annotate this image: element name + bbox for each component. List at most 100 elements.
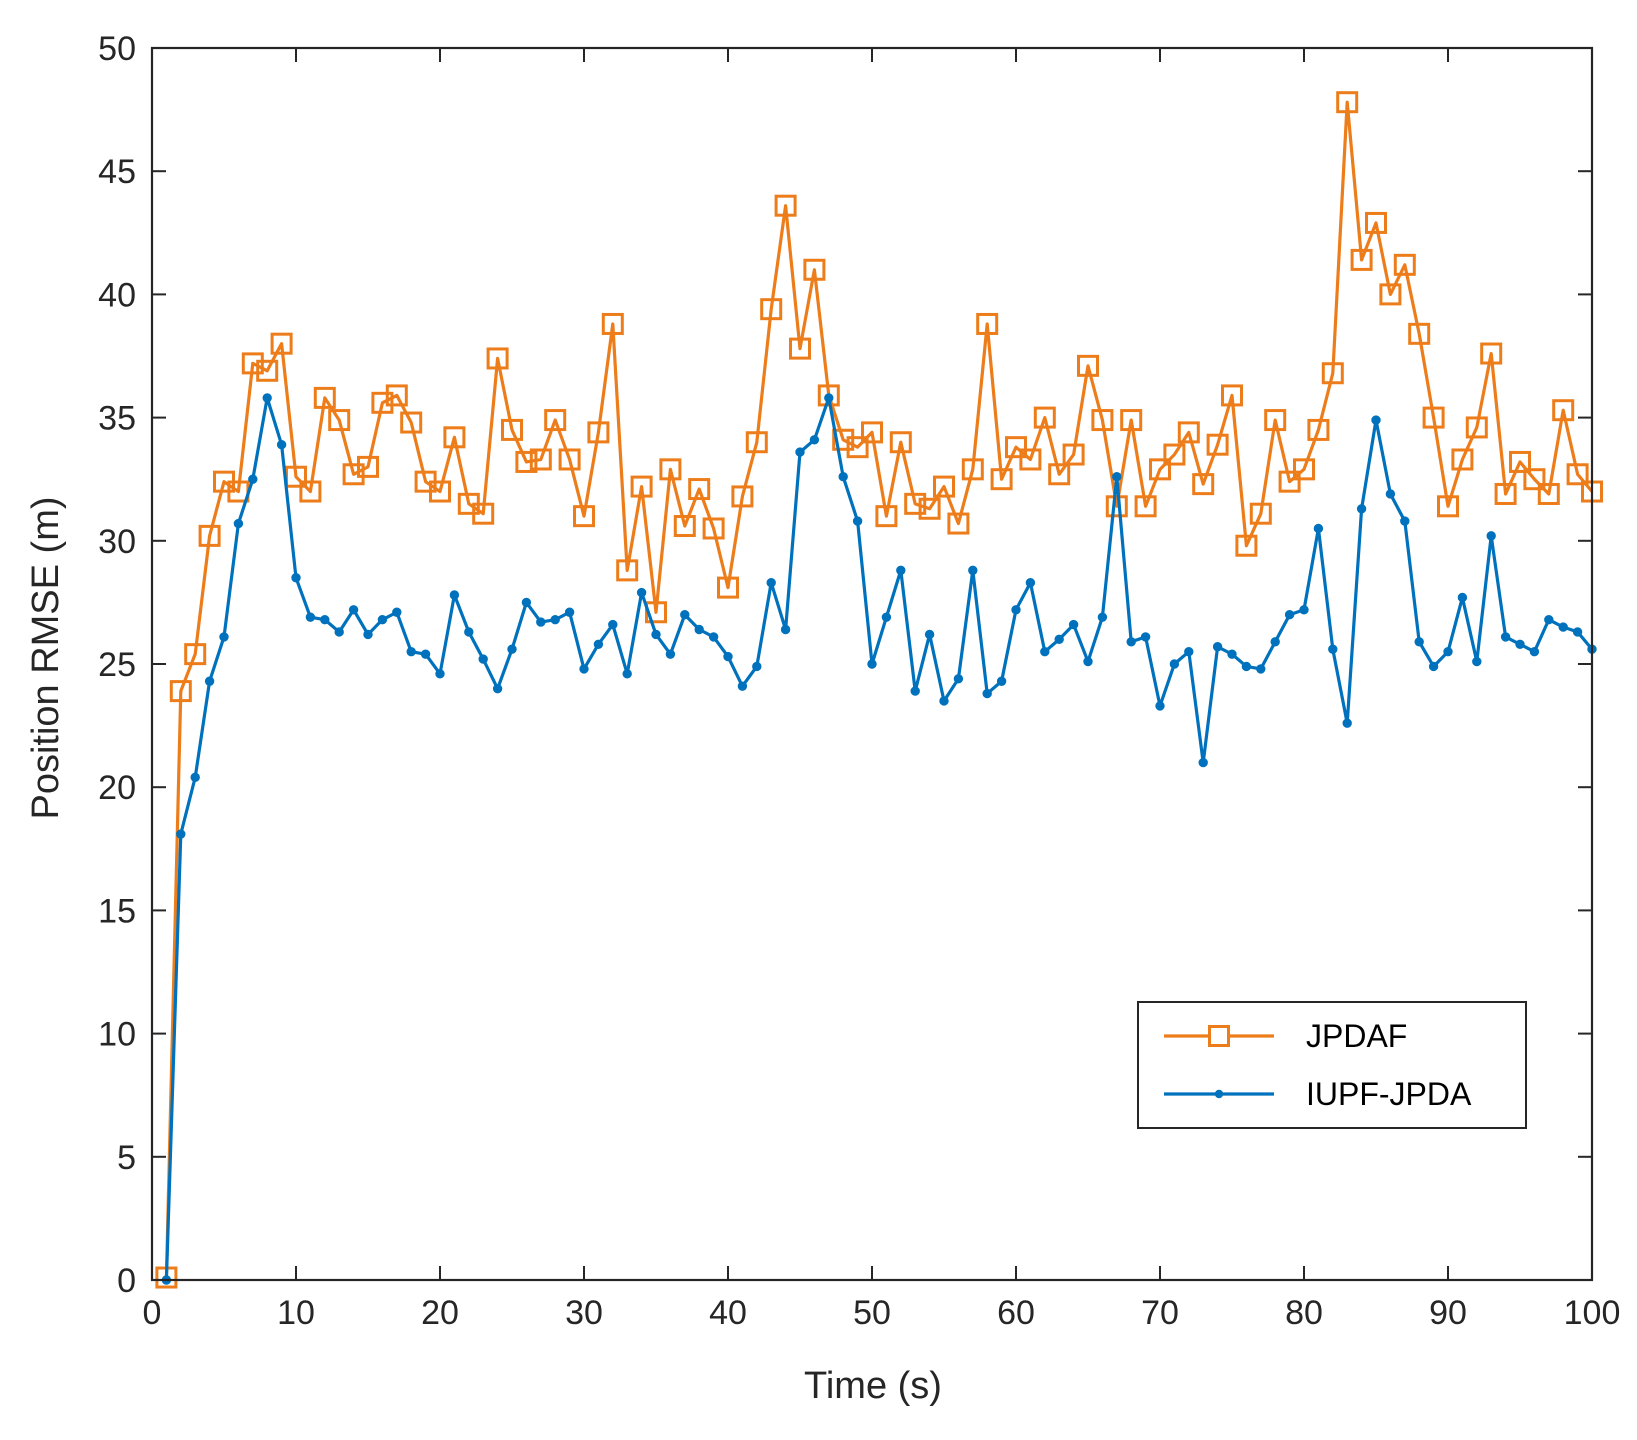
data-point bbox=[852, 516, 863, 526]
data-point bbox=[1414, 637, 1424, 647]
data-point bbox=[846, 436, 869, 459]
data-point bbox=[342, 463, 365, 486]
data-point bbox=[1169, 659, 1180, 669]
data-point bbox=[1365, 211, 1387, 234]
y-tick-label: 40 bbox=[98, 276, 136, 314]
data-point bbox=[184, 643, 207, 666]
data-point bbox=[593, 639, 604, 649]
data-point bbox=[918, 497, 941, 520]
data-point bbox=[723, 651, 733, 662]
data-point bbox=[579, 664, 589, 674]
data-point bbox=[910, 686, 920, 696]
data-point bbox=[169, 680, 192, 703]
data-point bbox=[449, 590, 460, 600]
data-point bbox=[573, 505, 595, 528]
data-point bbox=[472, 502, 495, 525]
data-point bbox=[204, 676, 215, 686]
data-point bbox=[1472, 656, 1482, 667]
data-point bbox=[789, 337, 811, 360]
data-point bbox=[608, 619, 618, 630]
data-point bbox=[1025, 577, 1036, 588]
data-point bbox=[889, 431, 912, 454]
data-point bbox=[299, 480, 322, 503]
data-point bbox=[1465, 416, 1488, 439]
data-point bbox=[1408, 322, 1431, 345]
data-point bbox=[1537, 482, 1560, 505]
data-point bbox=[1068, 619, 1079, 630]
series-line-jpdaf bbox=[164, 100, 1594, 1278]
data-point bbox=[616, 559, 639, 582]
data-point bbox=[1515, 639, 1525, 649]
data-point bbox=[1256, 664, 1266, 674]
legend-marker bbox=[1214, 1089, 1224, 1099]
data-point bbox=[1350, 248, 1373, 271]
data-point bbox=[1523, 468, 1546, 491]
data-point bbox=[1221, 384, 1243, 407]
data-point bbox=[645, 601, 667, 624]
x-tick-label: 40 bbox=[709, 1294, 747, 1332]
data-point bbox=[1299, 605, 1309, 615]
x-tick-label: 0 bbox=[143, 1294, 162, 1332]
data-point bbox=[1371, 415, 1381, 425]
data-point bbox=[1198, 757, 1208, 768]
y-tick-label: 45 bbox=[98, 153, 136, 191]
data-point bbox=[385, 384, 408, 407]
data-point bbox=[276, 440, 287, 450]
data-point bbox=[636, 587, 647, 598]
data-point bbox=[601, 312, 624, 335]
data-point bbox=[1097, 612, 1108, 622]
data-point bbox=[357, 455, 379, 478]
data-point bbox=[1500, 632, 1511, 642]
x-axis-title: Time (s) bbox=[804, 1365, 942, 1407]
data-point bbox=[688, 478, 711, 501]
x-tick-label: 30 bbox=[565, 1294, 603, 1332]
data-point bbox=[1048, 463, 1071, 486]
data-point bbox=[694, 624, 704, 635]
data-point bbox=[1105, 495, 1128, 518]
data-point bbox=[198, 524, 221, 547]
data-point bbox=[521, 597, 532, 608]
data-point bbox=[1428, 661, 1439, 672]
data-point bbox=[947, 512, 970, 535]
data-point bbox=[406, 646, 416, 657]
x-tick-label: 10 bbox=[277, 1294, 315, 1332]
data-point bbox=[1077, 354, 1099, 377]
data-point bbox=[486, 347, 509, 370]
y-tick-label: 10 bbox=[98, 1016, 136, 1054]
data-point bbox=[651, 629, 661, 640]
data-point bbox=[1437, 495, 1459, 518]
data-point bbox=[1328, 644, 1338, 654]
data-point bbox=[1126, 637, 1136, 647]
data-point bbox=[1062, 443, 1085, 466]
data-point bbox=[702, 517, 725, 540]
x-tick-label: 60 bbox=[997, 1294, 1035, 1332]
data-point bbox=[824, 393, 834, 403]
data-point bbox=[1293, 458, 1315, 481]
data-point bbox=[1480, 342, 1503, 365]
data-point bbox=[241, 352, 264, 375]
data-point bbox=[1451, 448, 1474, 471]
data-point bbox=[1005, 436, 1027, 459]
data-point bbox=[708, 632, 719, 642]
data-point bbox=[501, 418, 523, 441]
data-point bbox=[774, 194, 797, 217]
data-point bbox=[1379, 283, 1402, 306]
data-point bbox=[1356, 504, 1367, 514]
data-point bbox=[1457, 592, 1468, 603]
y-tick-label: 0 bbox=[117, 1262, 136, 1300]
data-point bbox=[313, 386, 336, 409]
x-tick-label: 90 bbox=[1429, 1294, 1467, 1332]
data-point bbox=[1140, 632, 1151, 642]
legend-entry-iupf-jpda: IUPF-JPDA bbox=[1164, 1076, 1472, 1112]
data-point bbox=[464, 627, 474, 637]
data-point bbox=[1336, 91, 1359, 114]
data-point bbox=[838, 472, 848, 482]
data-point bbox=[1054, 634, 1064, 645]
data-point bbox=[1091, 409, 1114, 432]
data-point bbox=[803, 258, 826, 281]
data-point bbox=[262, 393, 272, 403]
data-point bbox=[1552, 399, 1575, 422]
data-point bbox=[996, 676, 1007, 686]
data-point bbox=[1278, 470, 1301, 493]
